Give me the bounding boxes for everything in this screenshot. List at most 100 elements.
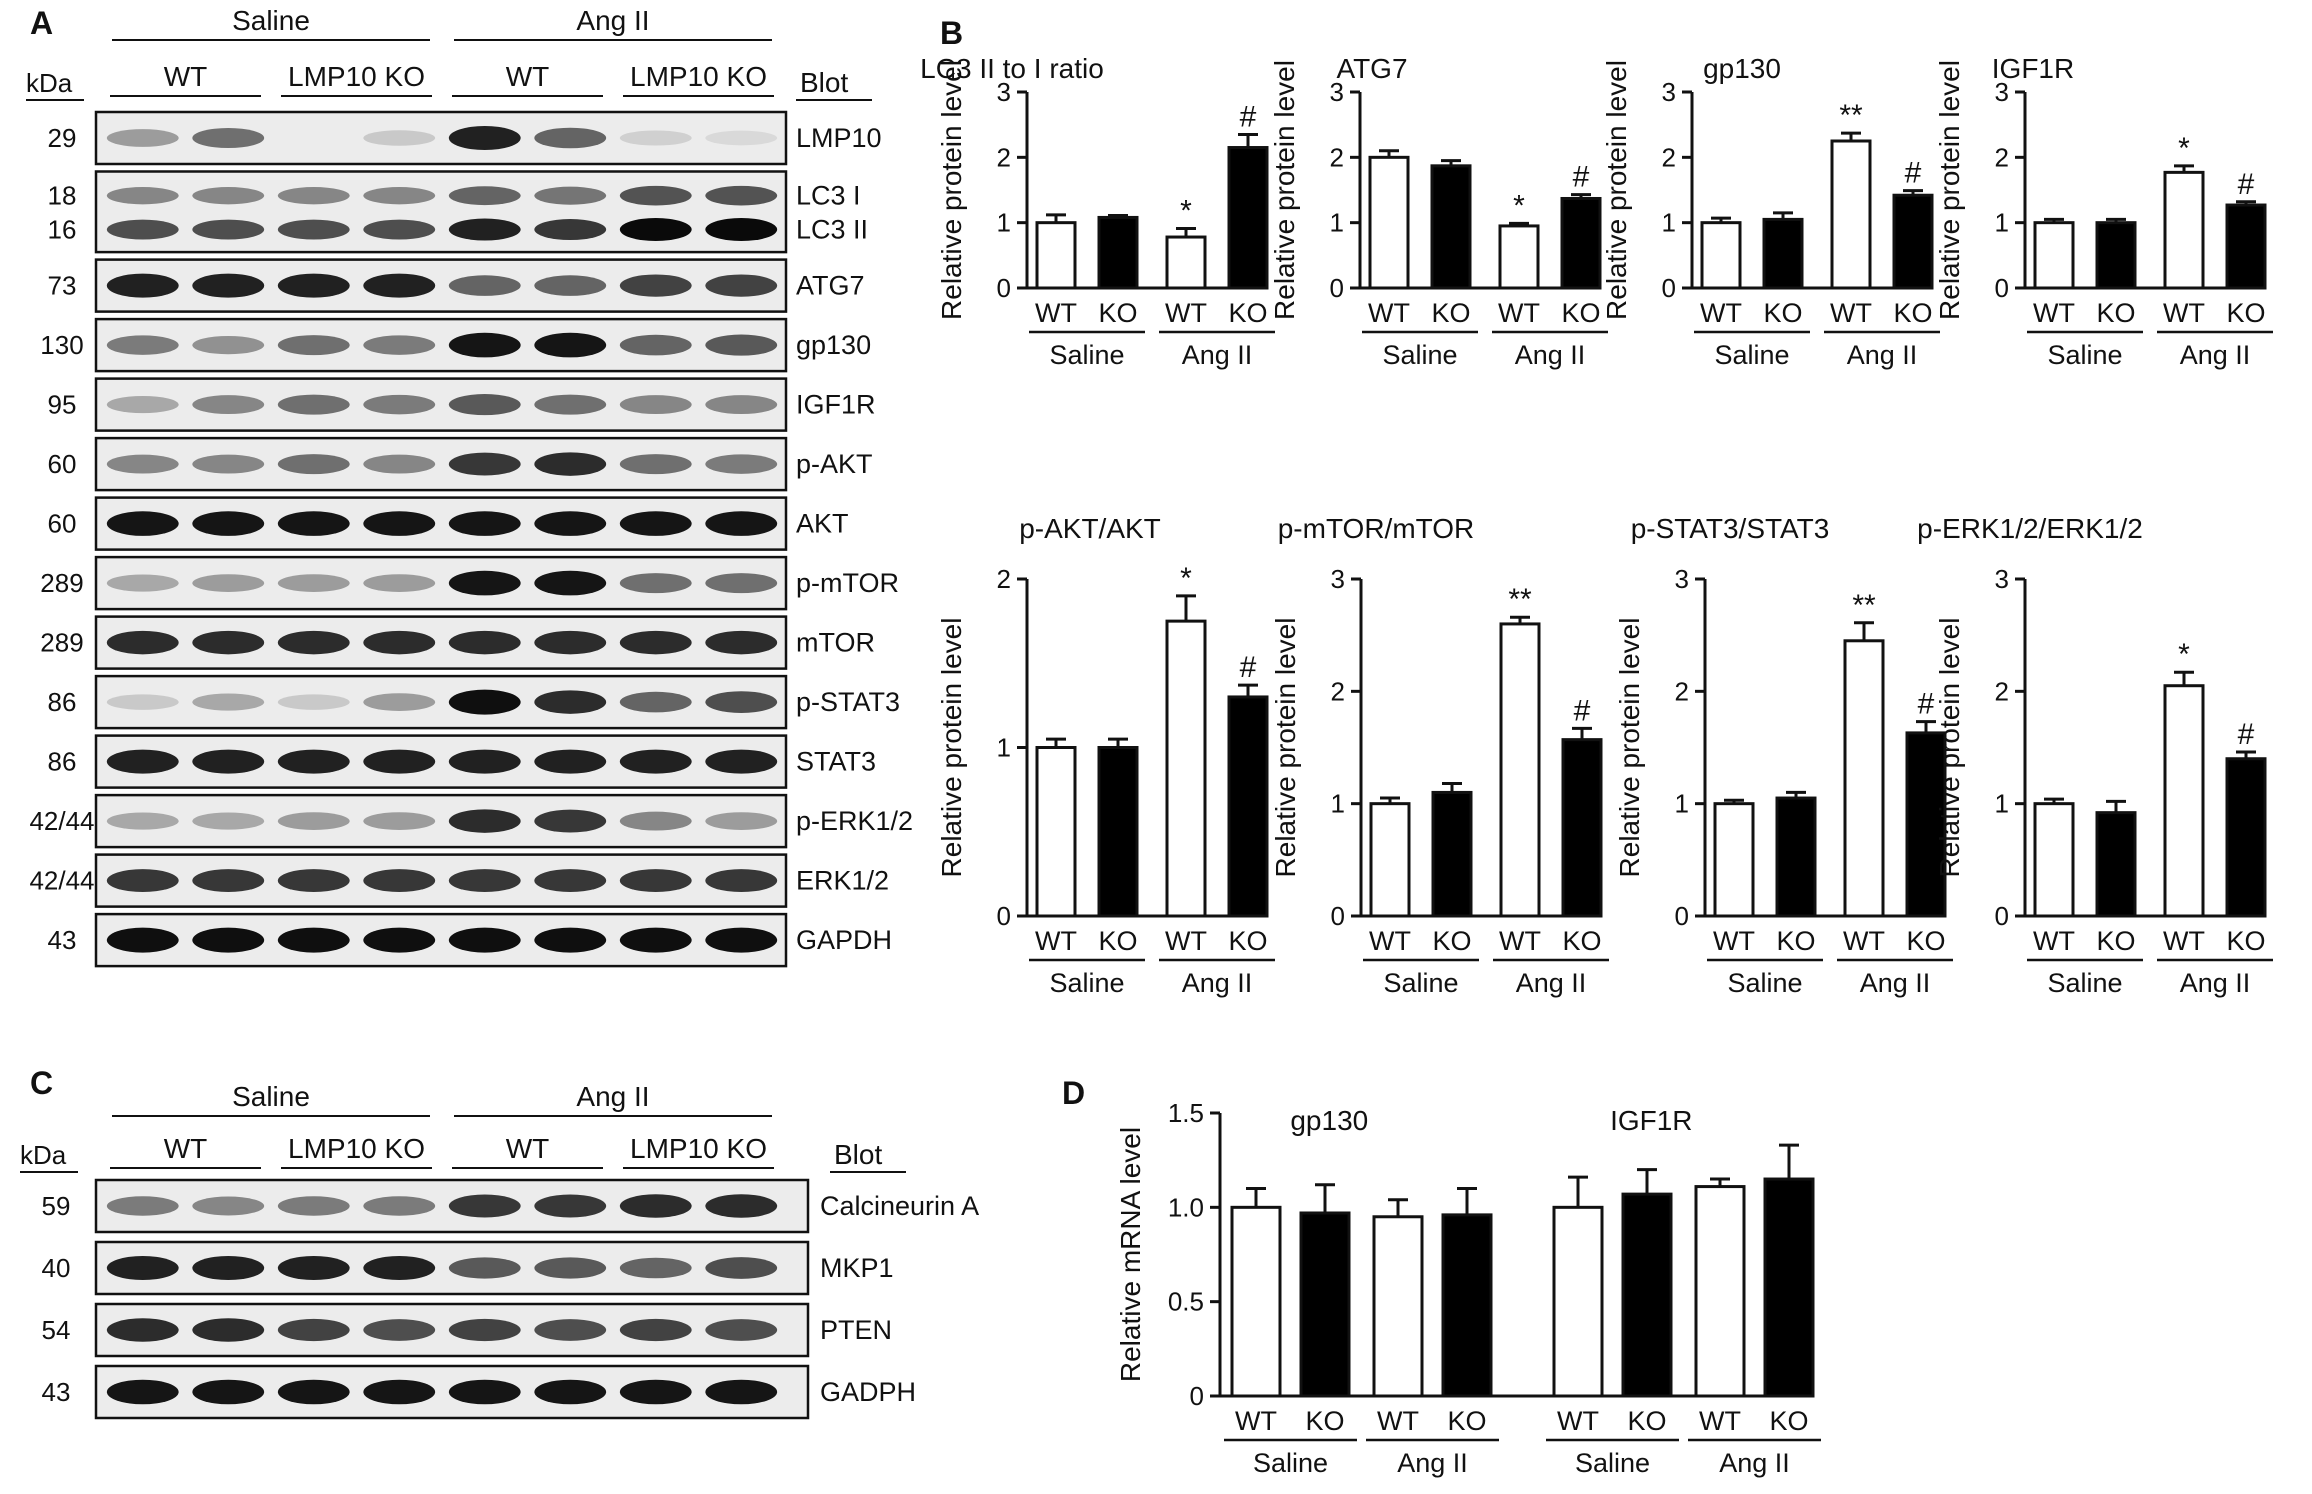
panel-a-band [619,927,692,953]
panel-a-band [106,273,179,298]
panel-b-significance-mark: # [1905,157,1922,190]
panel-a-band [277,454,350,475]
panel-b-x-tick-label: WT [1713,926,1755,956]
panel-d-x-tick-label: WT [1377,1406,1419,1436]
panel-a-blot-row: 73 ATG7 [48,258,865,313]
panel-a-band [619,334,692,356]
panel-b-bar [1830,139,1872,290]
panel-b-title: p-mTOR/mTOR [1278,513,1475,544]
panel-a-band [534,630,607,655]
panel-a-blot-frame [94,170,788,254]
panel-a-band [705,630,778,655]
panel-b-bar [1431,790,1473,918]
panel-d-x-tick-label: KO [1305,1406,1344,1436]
panel-b-group-label: Saline [1727,968,1802,998]
panel-b-x-tick-label: WT [1499,926,1541,956]
panel-c-band [448,1257,521,1279]
panel-c-band [705,1379,778,1405]
panel-b-y-tick-label: 3 [1330,77,1344,107]
panel-c-band [106,1379,179,1405]
panel-b-bar [2163,684,2205,918]
panel-a-band [619,274,692,297]
panel-d-bar [1552,1205,1604,1398]
panel-b-x-tick-label: KO [1562,926,1601,956]
panel-a-band [106,454,179,474]
panel-c-band [705,1257,778,1279]
panel-a-blot-row: 60 AKT [48,496,849,551]
panel-a-mw-label: 95 [48,390,77,420]
panel-b-chart: ATG7 0 1 2 3 Relative protein level WT KO * WT # KO… [1269,53,1608,370]
panel-a-treatment-label: Saline [232,5,310,36]
panel-a-mw-label: 289 [40,628,83,658]
panel-b-x-tick-label: KO [1763,298,1802,328]
panel-b-title: p-AKT/AKT [1019,513,1161,544]
panel-b-y-tick-label: 2 [1995,142,2009,172]
panel-a-blot-row: 18 16 LC3 I LC3 II [48,170,868,254]
panel-b-x-tick-label: WT [2163,298,2205,328]
panel-a-band [363,927,436,953]
panel-a-band [363,812,436,830]
panel-a-protein-label: LMP10 [796,123,882,153]
panel-b-group-label: Ang II [1516,968,1587,998]
panel-a-mw-label: 29 [48,123,77,153]
panel-a-band [277,574,350,592]
panel-b-bar [1561,738,1603,918]
panel-b-significance-mark: * [2178,638,2190,671]
panel-d-gene-label: IGF1R [1610,1105,1692,1136]
panel-d-bar [1763,1177,1815,1398]
panel-a-band [448,869,521,893]
panel-d-bar [1694,1185,1746,1398]
panel-d-bar [1230,1205,1282,1398]
panel-b-significance-mark: # [1573,161,1590,194]
panel-a-band [705,218,778,242]
panel-a-band [106,694,179,710]
panel-a-band [534,186,607,205]
panel-a-band [534,809,607,833]
panel-b-bar [1892,193,1934,290]
panel-a-band [448,332,521,358]
panel-a-band [619,395,692,415]
panel-c-band [277,1196,350,1216]
panel-d-mrna-chart: 0 0.5 1.0 1.5 Relative mRNA level WT KO WT KO Sal… [1115,1098,1821,1478]
panel-letter-b: B [940,15,963,51]
panel-d-x-tick-label: WT [1699,1406,1741,1436]
panel-b-bar [1700,221,1742,290]
panel-a-band [192,869,265,893]
panel-b-significance-mark: ** [1839,99,1863,132]
panel-c-kda-header: kDa [20,1140,67,1170]
panel-b-x-tick-label: WT [1700,298,1742,328]
panel-b-x-tick-label: WT [2163,926,2205,956]
panel-b-x-tick-label: KO [1098,298,1137,328]
panel-a-band [534,570,607,596]
panel-a-mw-label: 86 [48,747,77,777]
panel-c-mw-label: 43 [42,1377,71,1407]
panel-a-band [705,927,778,953]
panel-a-protein-label: LC3 I [796,181,861,211]
panel-c-band [448,1379,521,1405]
panel-a-protein-label: gp130 [796,330,871,360]
panel-b-group-label: Ang II [2180,968,2251,998]
panel-a-mw-label: 60 [48,509,77,539]
panel-d-y-tick-label: 0 [1190,1381,1204,1411]
panel-c-band [363,1255,436,1281]
panel-letter-c: C [30,1065,53,1101]
panel-a-band [705,691,778,713]
panel-b-significance-mark: # [2238,718,2255,751]
panel-a-mw-label: 42/44 [29,806,94,836]
panel-a-band [277,694,350,710]
panel-a-band [448,570,521,596]
panel-a-protein-label: mTOR [796,628,875,658]
panel-b-y-tick-label: 0 [1331,901,1345,931]
panel-a-band [192,219,265,240]
panel-a-band [363,219,436,240]
panel-a-band [277,335,350,356]
panel-b-bar [2095,221,2137,290]
panel-a-band [619,454,692,475]
panel-b-group-label: Saline [1049,340,1124,370]
panel-b-bar [1905,731,1947,918]
panel-a-band [192,693,265,711]
panel-b-bar [1368,155,1410,290]
panel-a-band [192,454,265,474]
panel-a-kda-header: kDa [26,68,73,98]
panel-a-band [619,573,692,594]
